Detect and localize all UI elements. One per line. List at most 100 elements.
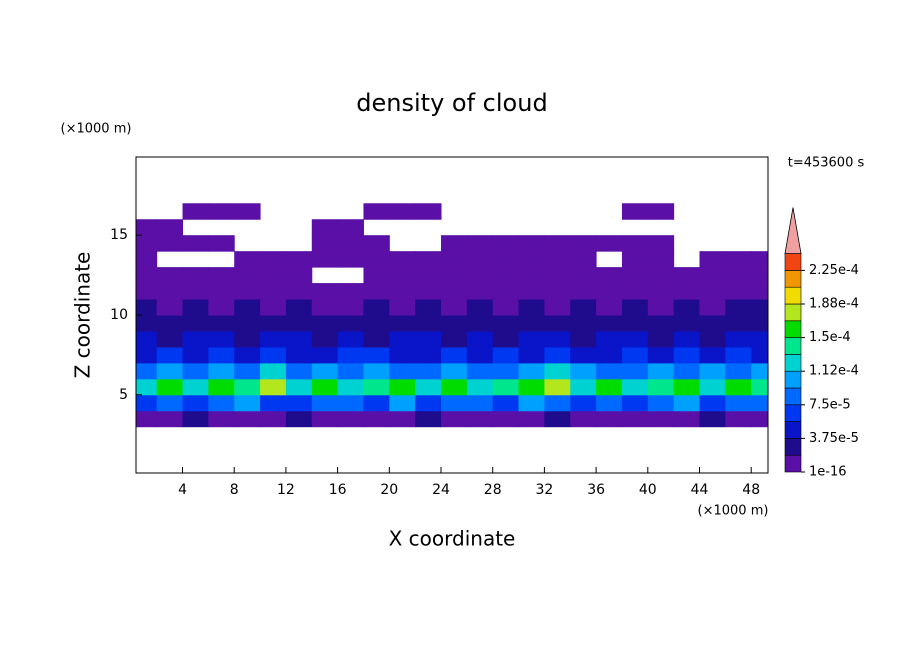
contour-cell	[621, 378, 649, 396]
contour-cell	[363, 203, 390, 220]
contour-cell	[363, 362, 390, 380]
contour-cell	[285, 251, 313, 268]
contour-cell	[208, 283, 235, 300]
contour-cell	[596, 267, 623, 284]
contour-cell	[311, 410, 339, 428]
contour-cell	[596, 394, 623, 412]
contour-cell	[673, 410, 701, 428]
contour-cell	[182, 378, 209, 396]
contour-cell	[621, 235, 649, 252]
colorbar-tick-label: 1.5e-4	[809, 330, 851, 345]
contour-cell	[492, 330, 520, 348]
contour-cell	[673, 299, 701, 316]
contour-cell	[570, 362, 597, 380]
contour-cell	[285, 346, 313, 364]
contour-cell	[136, 346, 158, 364]
contour-cell	[441, 362, 468, 380]
contour-cell	[156, 410, 184, 428]
contour-cell	[725, 346, 752, 364]
contour-cell	[363, 378, 390, 396]
contour-cell	[751, 378, 769, 396]
contour-cell	[136, 315, 158, 332]
contour-cell	[156, 346, 184, 364]
x-axis-title: X coordinate	[389, 527, 516, 551]
contour-cell	[492, 251, 520, 268]
contour-cell	[621, 299, 649, 316]
contour-cell	[492, 346, 520, 364]
contour-cell	[544, 283, 571, 300]
contour-cell	[673, 378, 701, 396]
contour-cell	[337, 283, 364, 300]
contour-cell	[337, 219, 364, 236]
contour-cell	[337, 362, 364, 380]
contour-cell	[492, 394, 520, 412]
contour-cell	[208, 330, 235, 348]
x-tick-label: 32	[535, 482, 553, 498]
contour-cell	[621, 330, 649, 348]
contour-cell	[136, 410, 158, 428]
contour-cell	[285, 330, 313, 348]
contour-cell	[234, 362, 261, 380]
contour-cell	[208, 267, 235, 284]
y-tick-label: 10	[110, 307, 128, 323]
contour-cell	[260, 410, 287, 428]
contour-cell	[647, 378, 675, 396]
contour-cell	[260, 346, 287, 364]
contour-cell	[751, 362, 769, 380]
contour-cell	[182, 394, 209, 412]
contour-cell	[415, 362, 442, 380]
contour-cell	[699, 251, 726, 268]
contour-cell	[518, 378, 545, 396]
contour-cell	[337, 299, 364, 316]
contour-cell	[363, 410, 390, 428]
contour-cell	[389, 394, 416, 412]
contour-cell	[466, 251, 494, 268]
y-tick-label: 15	[110, 227, 128, 243]
contour-cell	[182, 362, 209, 380]
contour-cell	[699, 267, 726, 284]
contour-cell	[285, 394, 313, 412]
contour-cell	[518, 410, 545, 428]
contour-cell	[441, 330, 468, 348]
x-tick-label: 36	[587, 482, 605, 498]
contour-cell	[156, 299, 184, 316]
x-tick-label: 48	[742, 482, 760, 498]
contour-cell	[182, 267, 209, 284]
chart-title: density of cloud	[356, 89, 547, 117]
contour-cell	[311, 330, 339, 348]
colorbar-band	[784, 286, 802, 305]
contour-cell	[466, 362, 494, 380]
contour-cell	[647, 283, 675, 300]
contour-cell	[466, 330, 494, 348]
contour-cell	[182, 283, 209, 300]
contour-cell	[621, 410, 649, 428]
contour-cell	[492, 362, 520, 380]
contour-cell	[208, 410, 235, 428]
colorbar-band	[784, 438, 802, 456]
contour-cell	[466, 315, 494, 332]
colorbar-tick-label: 1.88e-4	[809, 297, 859, 312]
contour-cell	[673, 283, 701, 300]
x-unit: (×1000 m)	[698, 504, 769, 519]
colorbar-band	[784, 370, 802, 389]
contour-cell	[570, 283, 597, 300]
contour-cell	[311, 362, 339, 380]
contour-cell	[260, 362, 287, 380]
contour-cell	[136, 283, 158, 300]
contour-cell	[596, 235, 623, 252]
contour-cell	[647, 315, 675, 332]
contour-cell	[699, 394, 726, 412]
contour-cell	[699, 378, 726, 396]
contour-cell	[647, 394, 675, 412]
contour-cell	[621, 362, 649, 380]
contour-cell	[156, 267, 184, 284]
contour-cell	[234, 251, 261, 268]
contour-cell	[466, 394, 494, 412]
contour-cell	[260, 267, 287, 284]
contour-cell	[389, 378, 416, 396]
contour-cell	[725, 394, 752, 412]
contour-cell	[621, 267, 649, 284]
contour-cell	[544, 330, 571, 348]
x-tick-label: 12	[277, 482, 295, 498]
contour-cell	[492, 267, 520, 284]
